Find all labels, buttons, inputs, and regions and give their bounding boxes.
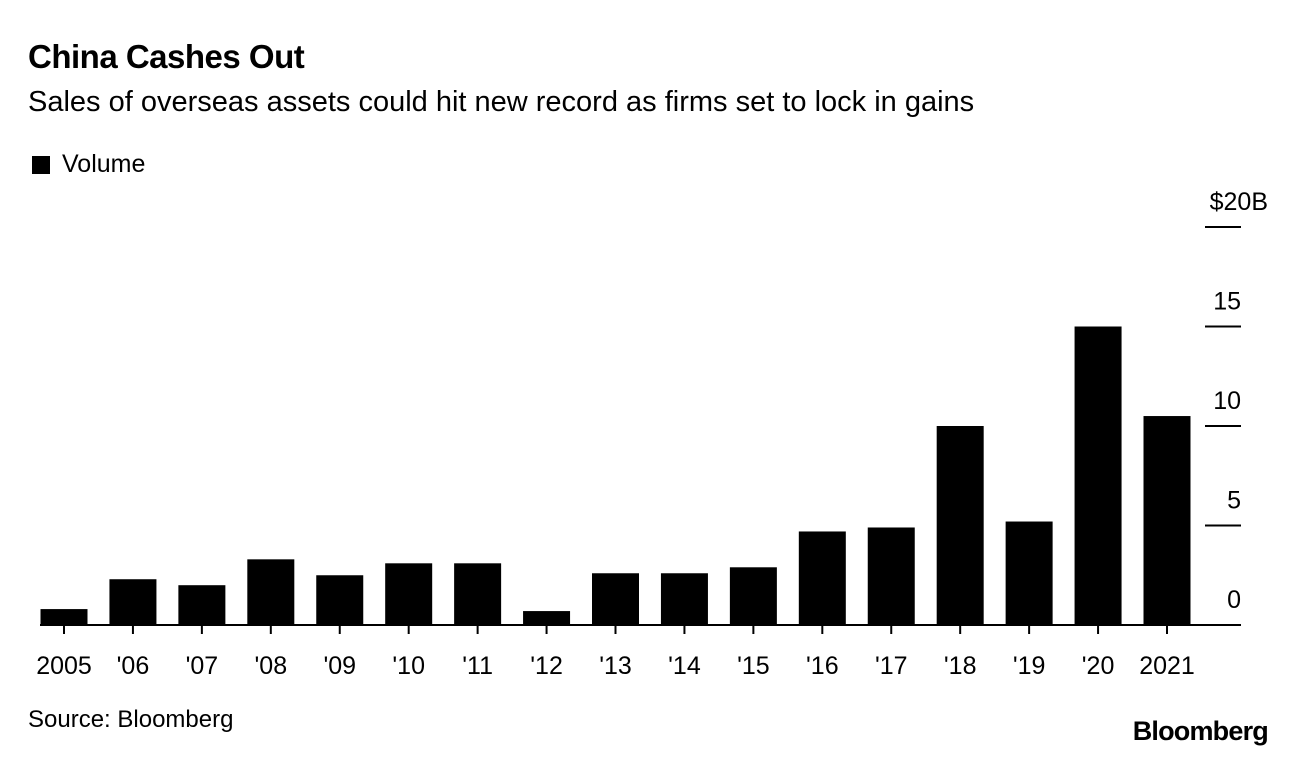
x-tick-label-1: '06 xyxy=(117,652,150,680)
x-tick-label-13: '18 xyxy=(944,652,977,680)
x-tick-label-10: '15 xyxy=(737,652,770,680)
x-tick-label-8: '13 xyxy=(599,652,632,680)
legend: Volume xyxy=(32,150,145,179)
x-tick-label-7: '12 xyxy=(530,652,563,680)
x-tick-label-12: '17 xyxy=(875,652,908,680)
chart-subtitle: Sales of overseas assets could hit new r… xyxy=(28,86,975,118)
bar-6 xyxy=(454,563,502,625)
source-note: Source: Bloomberg xyxy=(28,706,234,733)
y-tick-label-2: 10 xyxy=(1213,387,1241,415)
bar-9 xyxy=(660,573,708,625)
x-tick-label-3: '08 xyxy=(255,652,288,680)
legend-label-volume: Volume xyxy=(62,150,146,178)
bar-3 xyxy=(247,559,295,625)
bar-13 xyxy=(936,426,984,625)
bar-2 xyxy=(178,585,226,625)
bar-1 xyxy=(109,579,157,625)
x-tick-label-16: 2021 xyxy=(1139,652,1195,680)
bar-5 xyxy=(385,563,433,625)
y-tick-label-4: $20B xyxy=(1210,188,1268,216)
x-tick-label-14: '19 xyxy=(1013,652,1046,680)
bar-15 xyxy=(1074,326,1122,625)
bloomberg-logo: Bloomberg xyxy=(1132,716,1269,746)
x-tick-label-15: '20 xyxy=(1082,652,1115,680)
bar-10 xyxy=(729,567,777,625)
x-tick-label-4: '09 xyxy=(323,652,356,680)
bar-11 xyxy=(798,531,846,625)
bar-4 xyxy=(316,575,364,625)
bar-8 xyxy=(592,573,639,625)
legend-swatch-volume xyxy=(32,155,50,174)
x-tick-label-9: '14 xyxy=(668,652,701,680)
bar-7 xyxy=(523,611,571,625)
x-tick-label-5: '10 xyxy=(392,652,425,680)
bar-14 xyxy=(1005,521,1053,625)
x-tick-label-0: 2005 xyxy=(36,652,92,680)
x-tick-label-2: '07 xyxy=(186,652,219,680)
x-tick-label-6: '11 xyxy=(462,652,493,680)
y-tick-label-1: 5 xyxy=(1227,487,1241,515)
bar-16 xyxy=(1143,416,1191,625)
y-tick-label-3: 15 xyxy=(1213,288,1241,316)
y-tick-label-0: 0 xyxy=(1227,586,1241,614)
chart-title: China Cashes Out xyxy=(28,38,305,75)
bar-12 xyxy=(867,527,915,625)
x-tick-label-11: '16 xyxy=(806,652,839,680)
bar-0 xyxy=(40,609,88,625)
